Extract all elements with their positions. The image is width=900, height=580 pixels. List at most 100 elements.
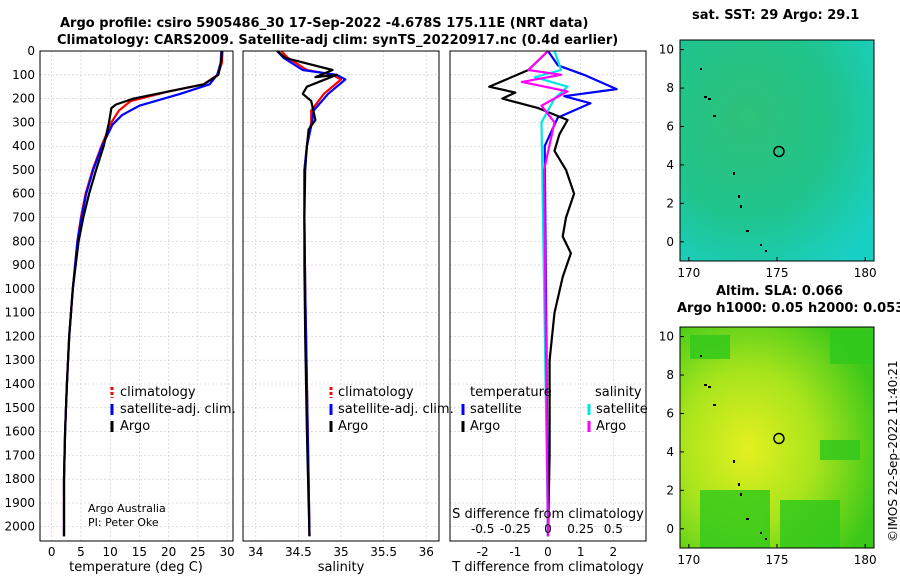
sst-map-argo-location-marker — [773, 145, 785, 158]
sst-map-title: sat. SST: 29 Argo: 29.1 — [692, 8, 860, 23]
legend-salinity-header: salinity — [595, 385, 642, 400]
y-tick-label: 100 — [12, 68, 35, 82]
salinity-diff-tick-label: 0 — [544, 522, 552, 536]
y-tick-label: 700 — [12, 211, 35, 225]
series-satellite-adj-clim- — [276, 50, 347, 537]
sst-map-ticks: 170 175 180 0 2 4 6 8 10 — [659, 43, 877, 280]
y-tick-label: 200 — [12, 92, 35, 106]
sla-map-argo-location-marker — [773, 432, 785, 445]
y-tick-label: 1700 — [4, 448, 35, 462]
y-tick-label: 1900 — [4, 496, 35, 510]
x-tick-label: 35 — [333, 545, 348, 559]
temperature-frame — [39, 50, 234, 542]
y-tick-label: 2000 — [4, 520, 35, 534]
x-tick-label: 20 — [161, 545, 176, 559]
map-y-tick-label: 4 — [666, 445, 674, 459]
y-tick-label: 1200 — [4, 329, 35, 343]
difference-legend: temperature salinity satellite Argo sate… — [461, 385, 648, 434]
credit-line-1: Argo Australia — [88, 502, 166, 515]
sst-map-panel: 170 175 180 0 2 4 6 8 10 — [659, 39, 877, 280]
map-x-tick-label: 180 — [854, 553, 877, 567]
map-y-tick-label: 10 — [659, 43, 674, 57]
map-y-tick-label: 10 — [659, 330, 674, 344]
series-climatology — [62, 50, 224, 537]
temperature-xlabel: temperature (deg C) — [69, 560, 203, 575]
salinity-panel: 34 34.5 35 35.5 36 salinity climatology sate… — [242, 50, 454, 575]
x-tick-label: 34 — [248, 545, 263, 559]
y-tick-label: 1500 — [4, 401, 35, 415]
sst-map-frame — [679, 39, 875, 262]
series-argo — [276, 50, 338, 537]
salinity-series — [276, 50, 347, 537]
legend-climatology-label: climatology — [120, 385, 196, 400]
map-x-tick-label: 175 — [766, 553, 789, 567]
x-tick-label: 35.5 — [370, 545, 397, 559]
legend-argo-label: Argo — [120, 419, 150, 434]
y-tick-label: 500 — [12, 163, 35, 177]
map-y-tick-label: 0 — [666, 235, 674, 249]
salinity-diff-tick-label: -0.25 — [500, 522, 531, 536]
legend-satellite-label: satellite-adj. clim. — [338, 402, 454, 417]
title-line-2: Climatology: CARS2009. Satellite-adj cli… — [57, 33, 619, 48]
map-y-tick-label: 2 — [666, 483, 674, 497]
sst-map-field — [680, 40, 874, 261]
series-salinity-argo — [520, 50, 569, 537]
legend-temp-argo-label: Argo — [470, 419, 500, 434]
credit-line-2: PI: Peter Oke — [88, 516, 159, 529]
temperature-grid — [40, 50, 233, 541]
y-tick-label: 1100 — [4, 306, 35, 320]
temperature-legend: climatology satellite-adj. clim. Argo — [110, 385, 236, 434]
x-tick-label: 5 — [77, 545, 85, 559]
salinity-legend: climatology satellite-adj. clim. Argo — [329, 385, 454, 434]
x-tick-label: 0 — [48, 545, 56, 559]
x-tick-label: 36 — [419, 545, 434, 559]
difference-xlabel-salinity: S difference from climatology — [452, 507, 644, 522]
x-tick-label: 25 — [190, 545, 205, 559]
temperature-panel: 0100200300400500600700800900100011001200… — [4, 44, 235, 575]
map-y-tick-label: 8 — [666, 81, 674, 95]
salinity-grid — [243, 50, 439, 541]
salinity-diff-tick-label: -0.5 — [471, 522, 494, 536]
x-tick-label: 30 — [220, 545, 235, 559]
difference-series — [488, 50, 618, 537]
map-x-tick-label: 170 — [677, 266, 700, 280]
sla-map-islands — [700, 355, 767, 540]
y-tick-label: 0 — [27, 44, 35, 58]
legend-climatology-label: climatology — [338, 385, 414, 400]
sla-map-patches — [690, 330, 874, 548]
difference-frame — [449, 50, 647, 542]
x-tick-label: 15 — [132, 545, 147, 559]
sla-map-title-1: Altim. SLA: 0.066 — [716, 284, 843, 299]
legend-satellite-label: satellite-adj. clim. — [120, 402, 236, 417]
sla-map-title-2: Argo h1000: 0.05 h2000: 0.053 — [677, 301, 900, 316]
y-tick-label: 900 — [12, 258, 35, 272]
x-tick-label: 34.5 — [285, 545, 312, 559]
temperature-series — [62, 50, 224, 537]
series-temperature-argo — [488, 50, 576, 537]
series-temperature-satellite — [543, 50, 618, 537]
sla-map-ticks: 170 175 180 0 2 4 6 8 10 — [659, 330, 877, 567]
temperature-ticks: 0100200300400500600700800900100011001200… — [4, 44, 234, 559]
x-tick-label: -1 — [509, 545, 521, 559]
x-tick-label: 1 — [577, 545, 585, 559]
map-x-tick-label: 180 — [854, 266, 877, 280]
x-tick-label: 10 — [103, 545, 118, 559]
series-salinity-satellite — [533, 50, 569, 537]
x-tick-label: 2 — [610, 545, 618, 559]
map-x-tick-label: 170 — [677, 553, 700, 567]
sla-map-panel: 170 175 180 0 2 4 6 8 10 — [659, 326, 877, 567]
map-y-tick-label: 6 — [666, 119, 674, 133]
difference-ticks: -2 -1 0 1 2 — [477, 545, 617, 559]
legend-sal-satellite-label: satellite — [596, 402, 648, 417]
y-tick-label: 400 — [12, 139, 35, 153]
title-line-1: Argo profile: csiro 5905486_30 17-Sep-20… — [60, 16, 589, 31]
legend-temperature-header: temperature — [470, 385, 552, 400]
map-y-tick-label: 6 — [666, 406, 674, 420]
salinity-diff-ticks: -0.5 -0.25 0 0.25 0.5 — [471, 522, 623, 536]
map-y-tick-label: 2 — [666, 196, 674, 210]
legend-temp-satellite-label: satellite — [470, 402, 522, 417]
series-argo — [62, 50, 223, 537]
salinity-diff-tick-label: 0.5 — [604, 522, 623, 536]
y-tick-label: 1800 — [4, 472, 35, 486]
